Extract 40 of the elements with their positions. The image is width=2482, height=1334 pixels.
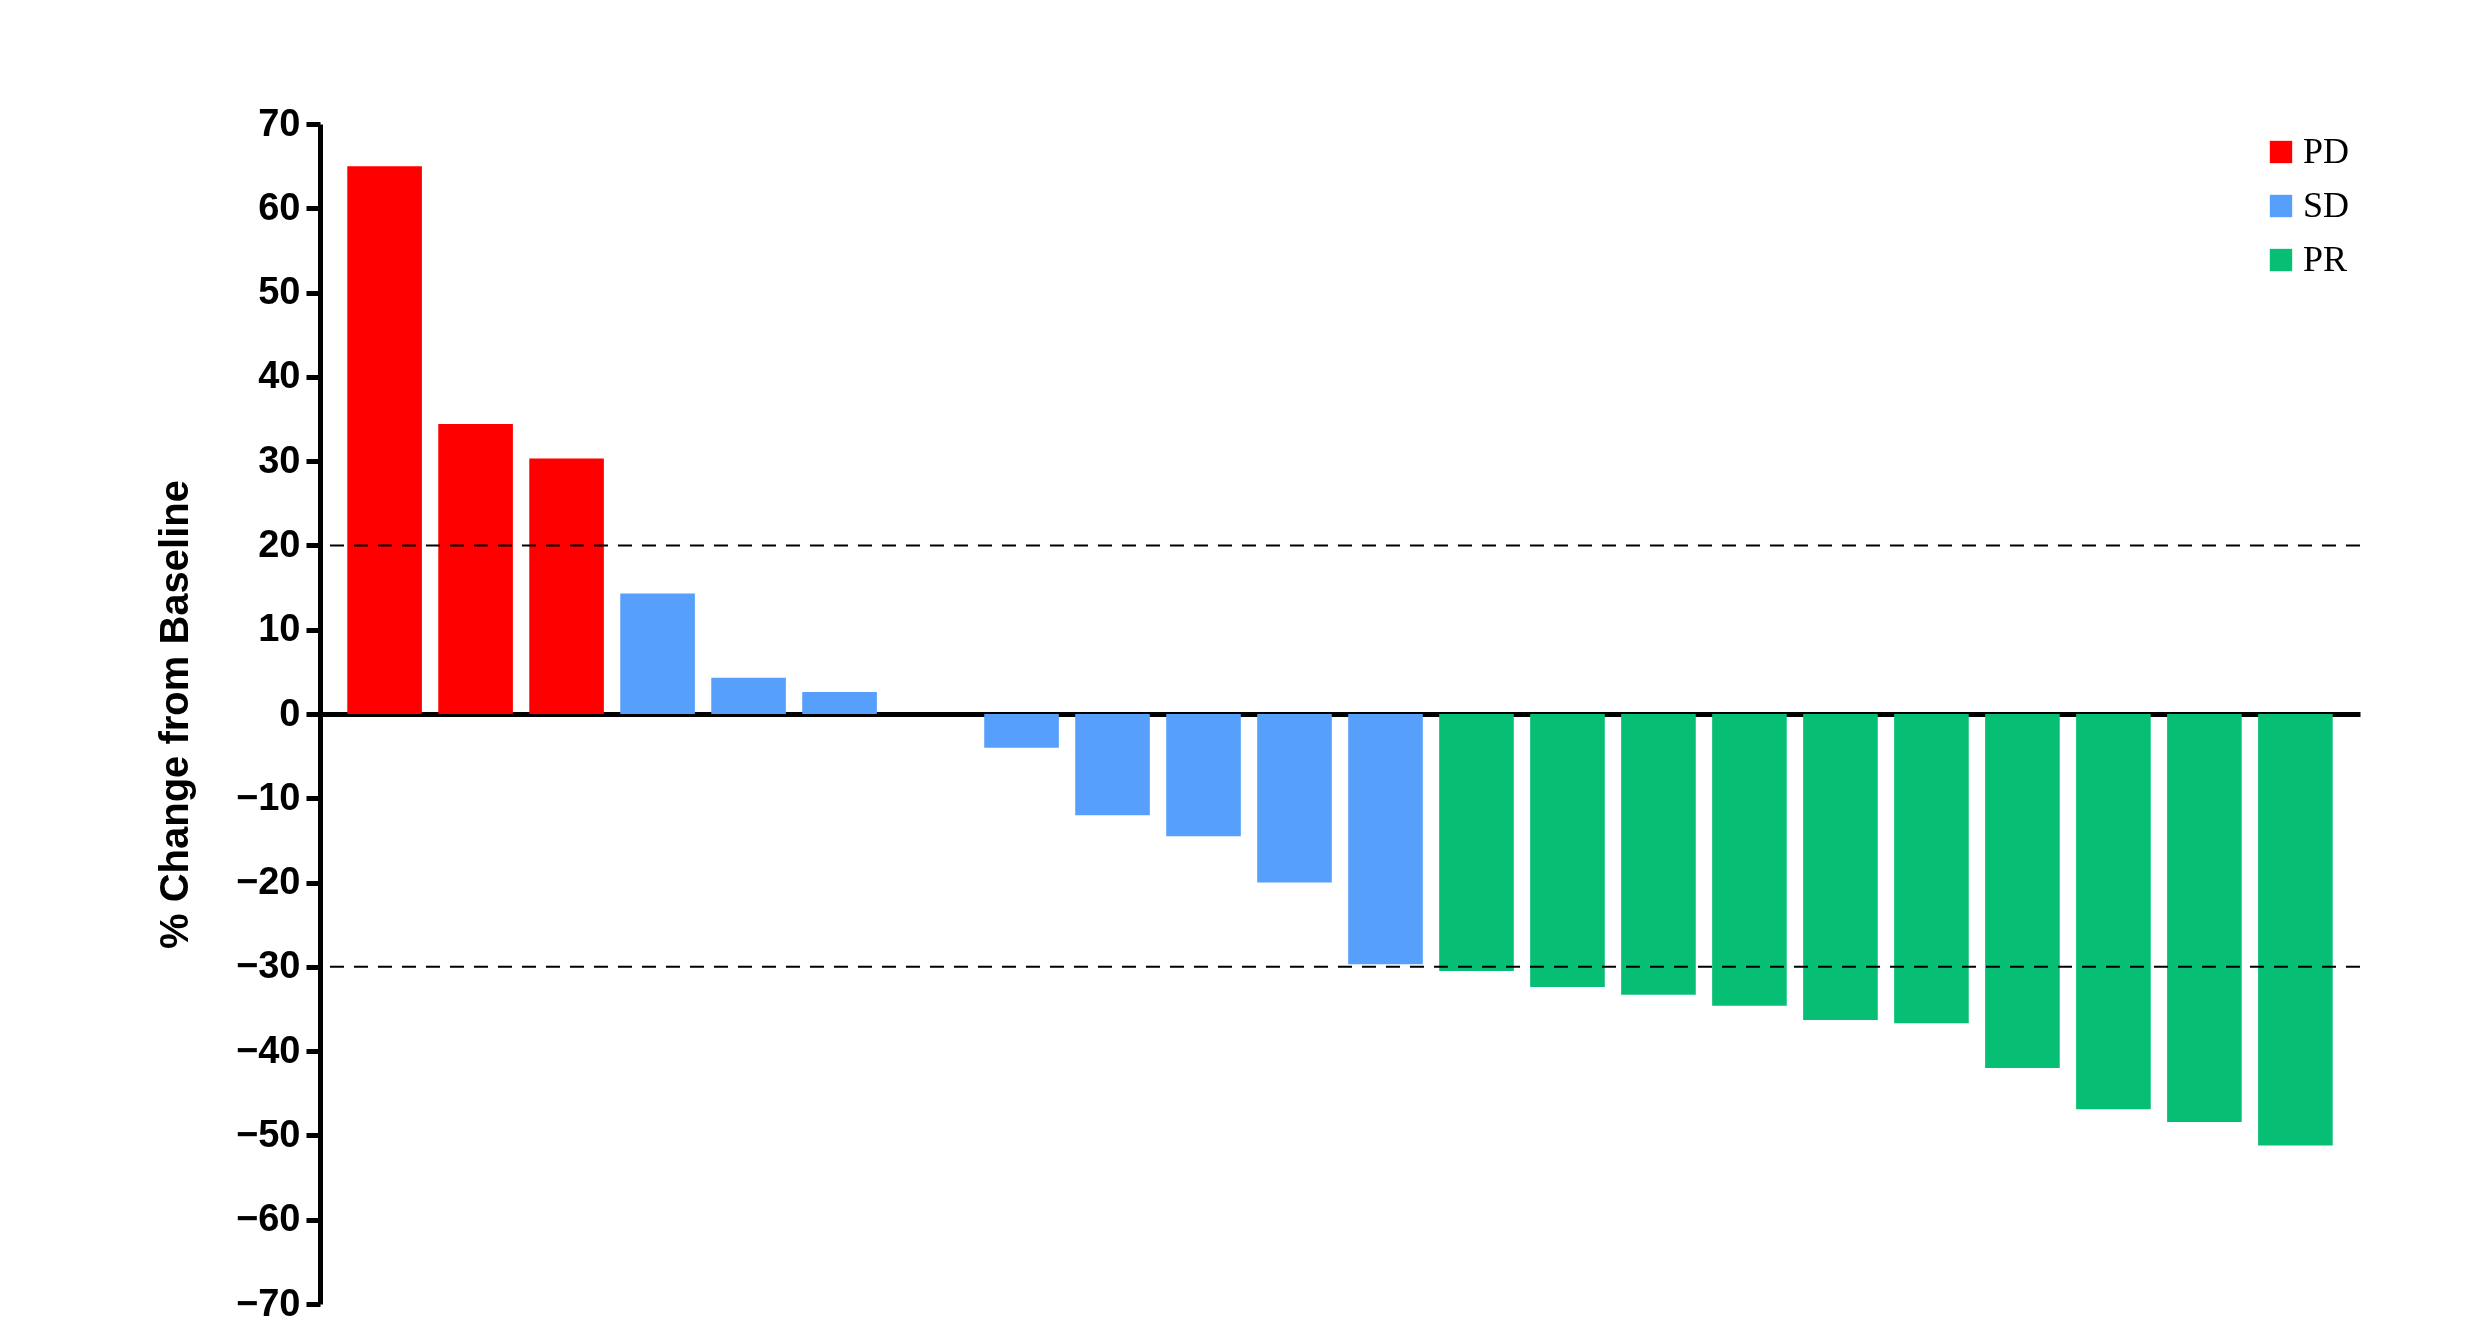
y-tick-label: 30 [258,438,301,481]
bar [802,692,877,714]
bar [347,166,422,714]
bar [1530,714,1605,988]
bar [711,677,786,714]
bar [1712,714,1787,1006]
bar [620,593,695,714]
y-tick-label: −60 [236,1197,301,1240]
bar [1621,714,1696,995]
y-tick-label: −10 [236,775,301,818]
y-tick-label: −70 [236,1281,301,1324]
y-tick-label: 70 [258,101,301,144]
bar [1803,714,1878,1020]
bar [1075,714,1150,816]
y-tick-label: 40 [258,354,301,397]
y-tick-label: −50 [236,1112,301,1155]
bar [438,424,513,714]
y-tick-label: 50 [258,270,301,313]
bar [1439,714,1514,972]
legend-label: PR [2303,239,2348,279]
y-axis-title: % Change from Baseline [152,479,197,950]
y-tick-label: −40 [236,1028,301,1071]
y-tick-label: −30 [236,944,301,987]
y-tick-label: 60 [258,185,301,228]
y-tick-label: 20 [258,522,301,565]
bar [1257,714,1332,883]
bar [529,458,604,714]
bar [984,714,1059,748]
bar [2167,714,2242,1122]
y-tick-label: 0 [279,691,301,734]
y-tick-label: 10 [258,607,301,650]
bar [2258,714,2333,1146]
legend-label: PD [2303,131,2350,171]
y-tick-label: −20 [236,860,301,903]
bar [1348,714,1423,965]
legend-label: SD [2303,185,2350,225]
bar [1894,714,1969,1024]
bar [2076,714,2151,1110]
bar [1166,714,1241,837]
bar [1985,714,2060,1068]
